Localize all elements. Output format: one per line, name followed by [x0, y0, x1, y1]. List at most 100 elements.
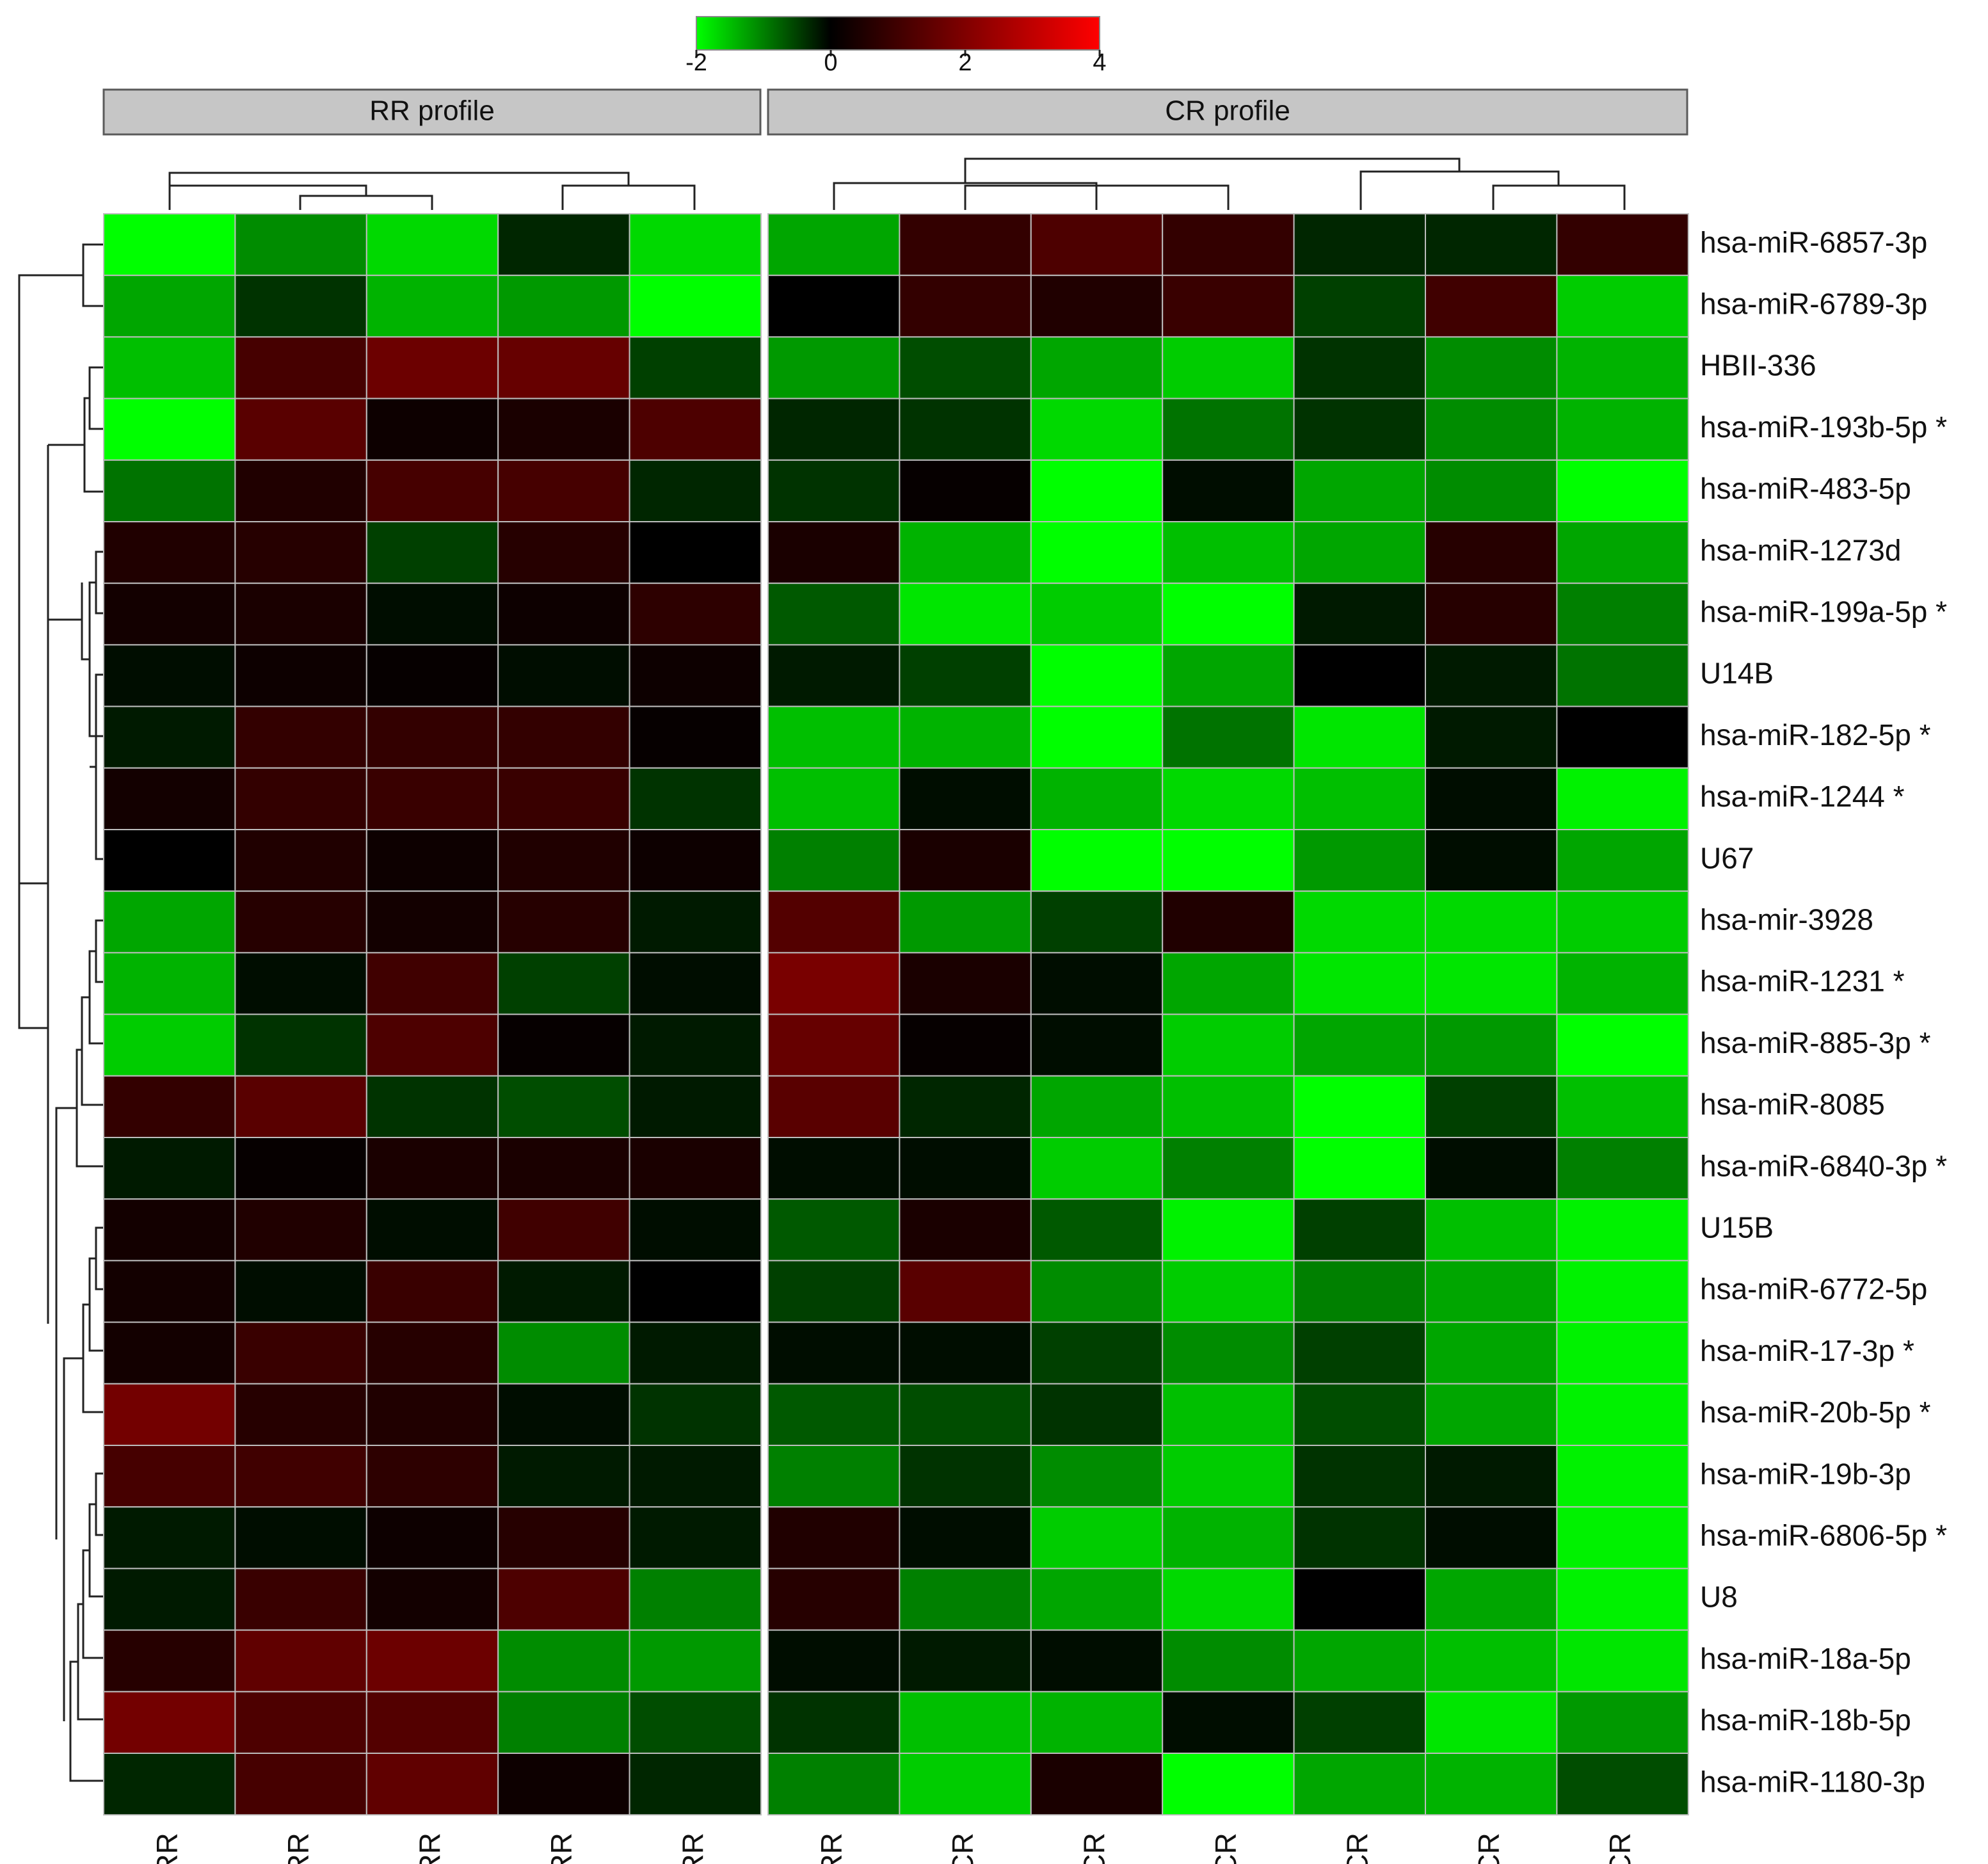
heatmap-cell — [899, 1075, 1032, 1139]
heatmap-cell — [899, 1198, 1032, 1262]
heatmap-cell — [365, 336, 499, 399]
heatmap-cell — [103, 459, 236, 522]
row-label: hsa-miR-1231 * — [1700, 965, 1905, 998]
heatmap-cell — [234, 890, 367, 954]
heatmap-cell — [1293, 275, 1426, 338]
heatmap-cell — [1030, 582, 1164, 646]
heatmap-cell — [1162, 1691, 1295, 1755]
row-label: hsa-miR-20b-5p * — [1700, 1395, 1931, 1429]
heatmap-cell — [629, 1629, 762, 1692]
heatmap-cell — [1293, 582, 1426, 646]
heatmap-cell — [1556, 705, 1689, 769]
heatmap-cell — [103, 582, 236, 646]
heatmap-cell — [1030, 1260, 1164, 1323]
column-labels: RR RR RR RR RR RR CR CR CR CR CR CR — [150, 1833, 1637, 1864]
heatmap-cell — [365, 1260, 499, 1323]
heatmap-cell — [234, 1198, 367, 1262]
heatmap-cell — [899, 213, 1032, 277]
heatmap-cell — [1293, 952, 1426, 1015]
heatmap-cell — [767, 1568, 901, 1631]
heatmap-cell — [1030, 459, 1164, 522]
heatmap-cell — [629, 459, 762, 522]
heatmap-cell — [365, 1506, 499, 1570]
heatmap-cell — [103, 1198, 236, 1262]
heatmap-cell — [767, 1383, 901, 1447]
heatmap-cell — [497, 1075, 630, 1139]
color-key-ticks: -2 0 2 4 — [685, 49, 1106, 76]
heatmap-cell — [1030, 521, 1164, 584]
heatmap-cell — [899, 336, 1032, 399]
heatmap-cell — [1293, 1383, 1426, 1447]
heatmap-cell — [103, 952, 236, 1015]
row-labels: hsa-miR-6857-3p hsa-miR-6789-3p HBII-336 hs… — [1700, 225, 1947, 1798]
heatmap-cell — [1425, 398, 1558, 461]
heatmap-cell — [767, 521, 901, 584]
heatmap-cell — [234, 1383, 367, 1447]
heatmap-cell — [234, 705, 367, 769]
heatmap-cell — [234, 644, 367, 707]
heatmap-cell — [234, 1691, 367, 1755]
heatmap-cell — [1556, 829, 1689, 892]
heatmap-cell — [365, 1691, 499, 1755]
heatmap-cell — [767, 459, 901, 522]
heatmap-cell — [1425, 582, 1558, 646]
heatmap-cell — [899, 1013, 1032, 1077]
heatmap-cell — [365, 1383, 499, 1447]
heatmap-cell — [1030, 952, 1164, 1015]
heatmap-cell — [365, 213, 499, 277]
heatmap-cell — [234, 1568, 367, 1631]
heatmap-cell — [1425, 1691, 1558, 1755]
heatmap-cell — [1162, 705, 1295, 769]
heatmap-cell — [103, 644, 236, 707]
heatmap-cell — [1162, 459, 1295, 522]
heatmap-cell — [497, 459, 630, 522]
row-label: hsa-miR-18b-5p — [1700, 1703, 1911, 1737]
heatmap-cell — [629, 644, 762, 707]
heatmap-cell — [899, 767, 1032, 831]
heatmap-cell — [1030, 1629, 1164, 1692]
heatmap-cell — [1556, 767, 1689, 831]
heatmap-cell — [103, 1691, 236, 1755]
heatmap-cell — [899, 275, 1032, 338]
color-key-tick-label: -2 — [685, 49, 707, 76]
heatmap-cell — [767, 1013, 901, 1077]
heatmap-cell — [899, 1691, 1032, 1755]
heatmap-cell — [629, 1260, 762, 1323]
row-label: hsa-miR-182-5p * — [1700, 718, 1931, 751]
heatmap-cell — [365, 1013, 499, 1077]
row-label: hsa-mir-3928 — [1700, 903, 1873, 936]
heatmap-cell — [1030, 1137, 1164, 1200]
heatmap-cell — [1556, 1691, 1689, 1755]
heatmap-cell — [1425, 1568, 1558, 1631]
panel-strip-rr — [102, 88, 762, 136]
row-label: hsa-miR-483-5p — [1700, 472, 1911, 505]
heatmap-cell — [767, 644, 901, 707]
heatmap-cell — [1556, 1568, 1689, 1631]
heatmap-cell — [497, 521, 630, 584]
row-label: hsa-miR-199a-5p * — [1700, 595, 1947, 628]
heatmap-cell — [234, 952, 367, 1015]
heatmap-cell — [767, 767, 901, 831]
heatmap-cell — [234, 582, 367, 646]
heatmap-cell — [1425, 1383, 1558, 1447]
panel-label-rr: RR profile — [369, 95, 495, 127]
row-label: hsa-miR-19b-3p — [1700, 1457, 1911, 1490]
heatmap-cell — [497, 644, 630, 707]
heatmap-cell — [629, 1383, 762, 1447]
heatmap-cell — [899, 1137, 1032, 1200]
heatmap-cell — [767, 1198, 901, 1262]
heatmap-cell — [1425, 459, 1558, 522]
column-label: CR — [1078, 1833, 1111, 1864]
heatmap-cell — [1293, 1013, 1426, 1077]
heatmap-cell — [1030, 767, 1164, 831]
row-label: hsa-miR-6789-3p — [1700, 287, 1927, 320]
heatmap-cell — [1293, 1198, 1426, 1262]
heatmap-cell — [1030, 705, 1164, 769]
heatmap-cell — [1030, 398, 1164, 461]
heatmap-cell — [234, 521, 367, 584]
heatmap-cell — [1556, 213, 1689, 277]
heatmap-cell — [497, 829, 630, 892]
heatmap-cell — [1293, 1691, 1426, 1755]
heatmap-cell — [1293, 644, 1426, 707]
heatmap-cell — [497, 1198, 630, 1262]
